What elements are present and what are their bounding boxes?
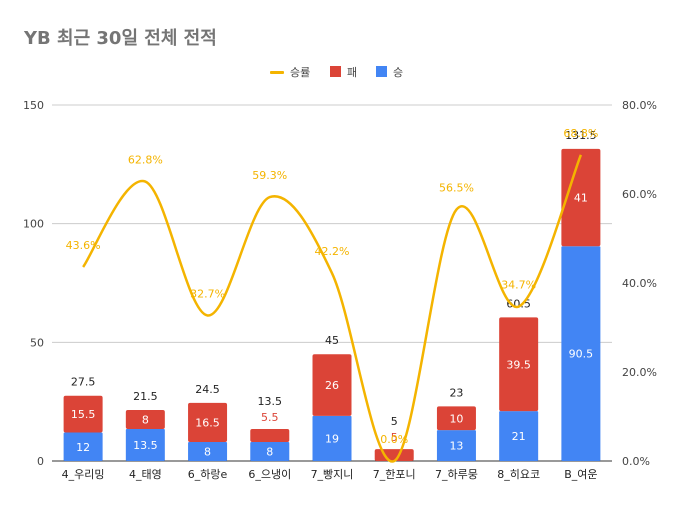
win-rate-label: 32.7% [190,287,225,300]
bar-win [63,432,103,461]
bar-loss [499,317,539,412]
x-tick-label: 4_우리밍 [62,468,105,481]
y-right-tick-label: 60.0% [622,188,657,201]
bar-win [125,428,165,461]
bar-loss [561,148,601,247]
total-value-label: 131.5 [565,129,597,142]
bar-loss [63,395,103,433]
legend-label: 승 [393,66,403,79]
x-tick-label: B_여운 [564,468,597,481]
win-rate-label: 62.8% [128,154,163,167]
bar-loss [125,409,165,429]
y-left-tick-label: 100 [23,218,44,231]
loss-value-label: 39.5 [506,358,531,371]
bar-loss [250,428,290,443]
bar-loss [374,449,414,461]
x-tick-label: 6_하랑e [188,467,228,481]
bar-win [312,415,352,461]
bar-loss [312,354,352,416]
loss-value-label: 5.5 [261,411,279,424]
bar-win [436,430,476,461]
y-right-tick-label: 20.0% [622,366,657,379]
win-value-label: 13.5 [133,439,158,452]
win-value-label: 21 [512,430,526,443]
legend-line-swatch [270,71,284,74]
win-rate-line [82,154,583,463]
win-rate-label: 56.5% [439,182,474,195]
loss-value-label: 41 [574,192,588,205]
y-right-tick-label: 80.0% [622,99,657,112]
win-value-label: 8 [204,446,211,459]
x-tick-label: 7_하루뭉 [435,467,478,481]
loss-value-label: 16.5 [195,416,220,429]
total-value-label: 27.5 [71,376,96,389]
win-rate-label: 68.8% [563,127,598,140]
loss-value-label: 5 [391,431,398,444]
legend-box-swatch [376,66,387,77]
win-rate-label: 34.7% [501,279,536,292]
total-value-label: 45 [325,334,339,347]
bar-loss [436,406,476,431]
bar-win [561,246,601,461]
x-tick-label: 8_히요코 [497,467,540,481]
win-rate-label: 42.2% [315,245,350,258]
total-value-label: 5 [391,415,398,428]
bar-win [188,442,228,461]
win-value-label: 13 [449,440,463,453]
win-rate-label: 0.0% [380,433,408,446]
bar-win [250,442,290,461]
x-tick-label: 7_한포니 [373,468,416,481]
bar-win [499,411,539,461]
loss-value-label: 26 [325,379,339,392]
loss-value-label: 8 [142,413,149,426]
total-value-label: 24.5 [195,383,220,396]
total-value-label: 23 [449,386,463,399]
win-value-label: 19 [325,432,339,445]
x-tick-label: 6_으냉이 [248,468,291,481]
legend-label: 승률 [290,66,310,79]
x-tick-label: 7_빵지니 [311,468,354,481]
win-value-label: 90.5 [569,348,594,361]
total-value-label: 21.5 [133,390,158,403]
total-value-label: 13.5 [258,395,283,408]
chart-title: YB 최근 30일 전체 전적 [23,28,217,49]
y-right-tick-label: 0.0% [622,455,650,468]
legend-box-swatch [330,66,341,77]
win-value-label: 8 [266,446,273,459]
loss-value-label: 15.5 [71,408,96,421]
y-left-tick-label: 50 [30,336,44,349]
y-left-tick-label: 0 [37,455,44,468]
x-tick-label: 4_태영 [129,468,162,481]
bar-loss [188,402,228,443]
win-rate-label: 59.3% [252,169,287,182]
win-value-label: 12 [76,441,90,454]
loss-value-label: 10 [449,412,463,425]
win-rate-label: 43.6% [66,239,101,252]
y-left-tick-label: 150 [23,99,44,112]
y-right-tick-label: 40.0% [622,277,657,290]
legend-label: 패 [347,66,357,79]
